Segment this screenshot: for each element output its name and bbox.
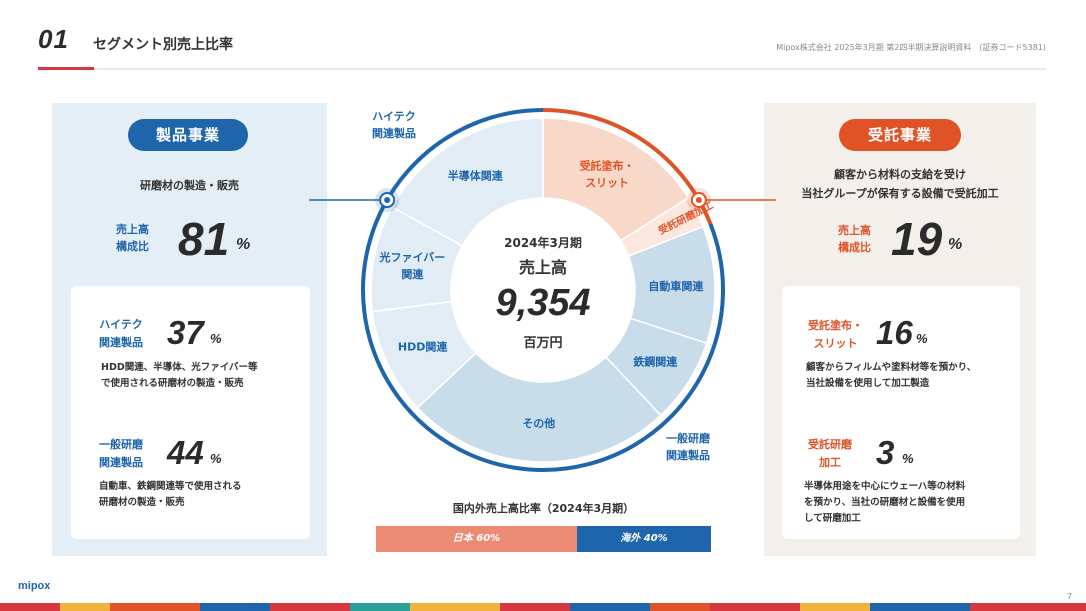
general-description: 自動車、鉄鋼関連等で使用される 研磨材の製造・販売	[99, 481, 242, 508]
contract-polishing-label: 受託研磨 加工	[808, 438, 852, 469]
region-overseas-segment: 海外 40%	[577, 526, 711, 552]
donut-slice-label-7: 光ファイバー関連	[378, 250, 445, 281]
product-business-panel: 製品事業 研磨材の製造・販売 売上高 構成比 81 % ハイテク 関連製品 37…	[52, 103, 327, 556]
contract-items-card: 受託塗布・ スリット 16 % 顧客からフィルムや塗料材等を預かり、 当社設備を…	[782, 286, 1020, 539]
hitech-value: 37	[167, 314, 204, 351]
chart-center-value: 9,354	[495, 282, 591, 324]
document-meta: Mipox株式会社 2025年3月期 第2四半期決算説明資料 (証券コード538…	[776, 43, 1046, 52]
contract-share-label: 売上高 構成比	[838, 224, 871, 254]
contract-business-badge: 受託事業	[839, 119, 961, 151]
general-label: 一般研磨 関連製品	[99, 438, 143, 469]
product-business-description: 研磨材の製造・販売	[140, 179, 239, 192]
donut-slice-label-4: 鉄鋼関連	[633, 354, 678, 368]
footer-stripe	[0, 603, 1086, 611]
chart-center-label: 売上高	[518, 258, 567, 277]
page-title: セグメント別売上比率	[93, 37, 233, 53]
hitech-description: HDD関連、半導体、光ファイバー等 で使用される研磨材の製造・販売	[101, 362, 258, 389]
hitech-group-label: ハイテク 関連製品	[372, 110, 416, 140]
donut-slice-label-3: 自動車関連	[648, 279, 704, 293]
contract-share-unit: %	[948, 236, 963, 253]
contract-business-description: 顧客から材料の支給を受け 当社グループが保有する設備で受託加工	[801, 168, 999, 200]
company-logo: mipox	[18, 580, 51, 592]
page-number: 7	[1066, 592, 1072, 601]
contract-marker-dot	[695, 197, 702, 203]
general-unit: %	[210, 451, 222, 466]
general-value: 44	[167, 434, 204, 471]
hitech-label: ハイテク 関連製品	[99, 318, 143, 349]
coating-slit-description: 顧客からフィルムや塗料材等を預かり、 当社設備を使用して加工製造	[806, 362, 977, 389]
chart-center-unit: 百万円	[523, 336, 563, 351]
donut-slice-5	[416, 351, 662, 463]
contract-business-panel: 受託事業 顧客から材料の支給を受け 当社グループが保有する設備で受託加工 売上高…	[764, 103, 1036, 556]
coating-slit-label: 受託塗布・ スリット	[808, 319, 863, 350]
general-group-label: 一般研磨 関連製品	[666, 432, 710, 462]
header-divider	[38, 68, 1046, 70]
region-japan-segment: 日本 60%	[376, 526, 577, 552]
contract-polishing-value: 3	[876, 434, 895, 471]
chart-center-period: 2024年3月期	[504, 236, 582, 250]
donut-slice-label-5: その他	[522, 416, 555, 430]
product-share-unit: %	[236, 236, 251, 253]
donut-slice-label-8: 半導体関連	[448, 169, 504, 183]
donut-slice-label-6: HDD関連	[398, 340, 448, 354]
contract-polishing-unit: %	[902, 451, 914, 466]
section-number: 01	[38, 24, 69, 54]
donut-slice-8	[391, 117, 544, 247]
contract-share-value: 19	[891, 213, 943, 265]
product-share-label: 売上高 構成比	[116, 223, 149, 253]
coating-slit-value: 16	[876, 314, 913, 351]
region-share-bar: 日本 60% 海外 40%	[376, 526, 711, 552]
product-items-card: ハイテク 関連製品 37 % HDD関連、半導体、光ファイバー等 で使用される研…	[71, 286, 310, 539]
product-share-value: 81	[178, 213, 230, 265]
donut-slice-label-1: 受託塗布・スリット	[580, 158, 635, 189]
contract-polishing-description: 半導体用途を中心にウェーハ等の材料 を預かり、当社の研磨材と設備を使用 して研磨…	[804, 481, 966, 524]
hitech-unit: %	[210, 331, 222, 346]
product-marker-dot	[384, 197, 391, 203]
product-business-ring	[361, 108, 725, 472]
region-share-title: 国内外売上高比率（2024年3月期）	[452, 502, 635, 515]
coating-slit-unit: %	[916, 331, 928, 346]
product-business-badge: 製品事業	[128, 119, 248, 151]
header-accent	[38, 67, 94, 70]
